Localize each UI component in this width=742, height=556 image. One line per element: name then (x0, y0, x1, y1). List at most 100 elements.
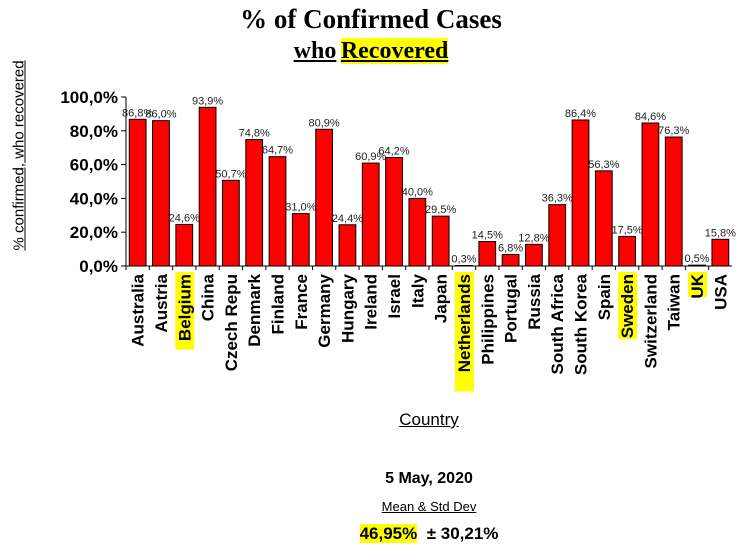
category-highlight (454, 272, 474, 392)
data-label: 0,5% (684, 253, 709, 265)
subtitle-highlight: Recovered (340, 38, 449, 64)
data-label: 40,0% (402, 186, 433, 198)
category-label: Belgium (175, 274, 194, 341)
bar (175, 223, 194, 267)
data-label: 29,5% (425, 204, 456, 216)
bar (198, 106, 217, 267)
bar (455, 264, 473, 267)
category-label: Italy (408, 273, 427, 308)
category-label: Czech Repu (222, 274, 241, 371)
data-label: 12,8% (518, 232, 549, 244)
category-label: Portugal (502, 274, 521, 343)
category-label: Austria (152, 273, 171, 332)
bar (711, 238, 730, 267)
category-highlight (618, 272, 638, 339)
data-label: 86,8% (122, 107, 153, 119)
category-label: Philippines (478, 274, 497, 365)
y-tick-label: 20,0% (70, 223, 118, 242)
category-label: Japan (432, 274, 451, 323)
bar (571, 119, 590, 267)
data-label: 86,0% (145, 109, 176, 121)
data-label: 80,9% (309, 117, 340, 129)
bar (524, 243, 543, 267)
data-label: 24,6% (169, 212, 200, 224)
category-label: Denmark (245, 273, 264, 346)
bar (478, 240, 497, 267)
category-label: China (199, 273, 218, 321)
bar (338, 224, 357, 267)
category-label: Hungary (338, 273, 357, 343)
mean-value: 46,95% (359, 524, 418, 543)
bar (361, 162, 380, 267)
data-label: 15,8% (705, 227, 736, 239)
bar (128, 118, 147, 267)
bar (385, 157, 403, 267)
category-label: Australia (129, 273, 148, 346)
data-label: 36,3% (542, 193, 573, 205)
bar (664, 136, 683, 267)
y-tick-label: 40,0% (70, 189, 118, 208)
bar (268, 156, 287, 267)
bar (431, 215, 450, 267)
subtitle-prefix: who (293, 38, 337, 64)
category-label: France (292, 274, 311, 330)
y-tick-label: 60,0% (70, 156, 118, 175)
data-label: 86,4% (565, 108, 596, 120)
bar (618, 235, 637, 267)
data-label: 84,6% (635, 111, 666, 123)
bar (152, 120, 170, 267)
bar (688, 264, 706, 267)
bar (641, 122, 660, 267)
category-label: Russia (525, 273, 544, 329)
data-label: 64,7% (262, 145, 293, 157)
y-tick-label: 80,0% (70, 122, 118, 141)
category-label: Finland (269, 274, 288, 334)
data-label: 56,3% (588, 159, 619, 171)
footer-stats: 46,95% ± 30,21% (0, 524, 742, 544)
category-label: Ireland (362, 274, 381, 330)
footer-stat-label: Mean & Std Dev (381, 499, 477, 514)
y-tick-label: 0,0% (79, 257, 118, 276)
data-label: 50,7% (215, 168, 246, 180)
data-label: 17,5% (612, 224, 643, 236)
std-value: ± 30,21% (426, 524, 499, 543)
data-label: 6,8% (498, 243, 523, 255)
bar (548, 204, 567, 267)
data-label: 0,3% (451, 253, 476, 265)
bar (594, 170, 613, 267)
category-highlight (688, 272, 708, 297)
data-label: 60,9% (355, 151, 386, 163)
category-label: Israel (385, 274, 404, 318)
category-label: Netherlands (455, 274, 474, 372)
chart-subtitle: who Recovered (0, 38, 742, 65)
category-label: Germany (315, 273, 334, 347)
category-label: Spain (595, 274, 614, 320)
category-label: Switzerland (641, 274, 660, 368)
category-label: Taiwan (665, 274, 684, 330)
category-label: UK (688, 273, 707, 298)
chart-title: % of Confirmed Cases (240, 4, 502, 34)
bar (291, 213, 310, 267)
category-highlight (175, 272, 195, 350)
data-label: 24,4% (332, 213, 363, 225)
data-label: 31,0% (285, 202, 316, 214)
category-label: USA (711, 274, 730, 310)
bar (501, 254, 520, 267)
data-label: 74,8% (239, 128, 270, 140)
data-label: 64,2% (378, 146, 409, 158)
bar (221, 179, 240, 267)
data-label: 76,3% (658, 125, 689, 137)
bar (408, 197, 427, 267)
x-axis-label: Country (399, 410, 459, 429)
footer-date: 5 May, 2020 (385, 470, 473, 487)
bar (245, 139, 264, 267)
data-label: 93,9% (192, 95, 223, 107)
bar (315, 128, 334, 267)
category-label: Sweden (618, 274, 637, 338)
y-tick-label: 100,0% (60, 88, 118, 107)
data-label: 14,5% (472, 229, 503, 241)
category-label: South Africa (548, 273, 567, 374)
category-label: South Korea (572, 273, 591, 375)
y-axis-label: % confirmed, who recovered (10, 60, 28, 251)
